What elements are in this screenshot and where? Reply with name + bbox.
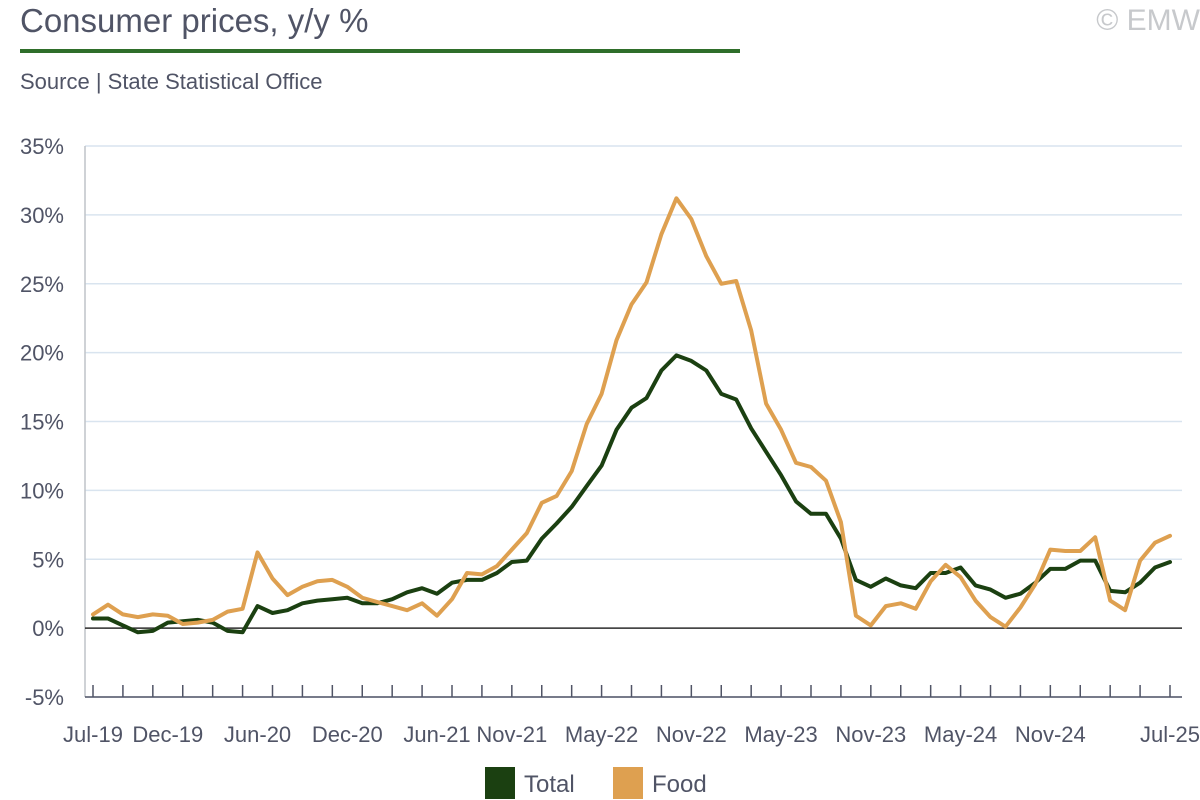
y-tick-label: 25% — [20, 272, 64, 297]
y-tick-label: -5% — [25, 685, 64, 710]
copyright-notice: © EMW — [1096, 4, 1200, 37]
y-tick-label: 0% — [32, 616, 64, 641]
series-lines — [91, 196, 1172, 635]
x-tick-label: Nov-23 — [835, 722, 906, 747]
legend-label-food: Food — [652, 771, 707, 798]
x-tick-label: May-23 — [744, 722, 817, 747]
y-tick-label: 35% — [20, 134, 64, 159]
y-tick-label: 15% — [20, 410, 64, 435]
y-tick-label: 30% — [20, 203, 64, 228]
legend: Total Food — [485, 767, 707, 799]
y-tick-label: 10% — [20, 478, 64, 503]
chart-source: Source | State Statistical Office — [20, 69, 323, 94]
y-tick-label: 5% — [32, 547, 64, 572]
chart-title: Consumer prices, y/y % — [20, 2, 369, 39]
x-tick-label: Dec-20 — [312, 722, 383, 747]
tick-labels: -5% 0% 5% 10% 15% 20% 25% 30% 35% Jul-19 Dec-19 Jun… — [20, 134, 1200, 747]
x-tick-label: Nov-24 — [1015, 722, 1086, 747]
x-tick-label: Jul-25 — [1140, 722, 1200, 747]
x-tick-label: Jun-20 — [224, 722, 291, 747]
title-underline — [20, 49, 740, 53]
series-line-food — [91, 196, 1172, 629]
y-tick-label: 20% — [20, 341, 64, 366]
series-line-total — [91, 353, 1172, 635]
x-tick-label: Jul-19 — [63, 722, 123, 747]
x-tick-label: Nov-21 — [476, 722, 547, 747]
x-tick-label: Nov-22 — [656, 722, 727, 747]
x-tick-label: May-22 — [565, 722, 638, 747]
x-tick-label: Jun-21 — [403, 722, 470, 747]
x-tick-label: May-24 — [924, 722, 997, 747]
axes — [84, 146, 1182, 698]
x-tick-label: Dec-19 — [132, 722, 203, 747]
legend-label-total: Total — [524, 771, 575, 798]
legend-swatch-total — [485, 767, 515, 799]
legend-swatch-food — [613, 767, 643, 799]
